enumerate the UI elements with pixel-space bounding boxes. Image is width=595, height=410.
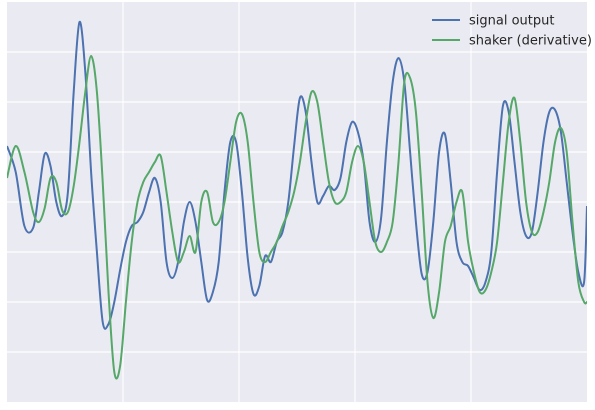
legend-label-0: signal output: [469, 14, 554, 29]
series-line-signal-output: [7, 20, 587, 330]
series-line-shaker-derivative: [7, 55, 587, 380]
series-lines: [7, 20, 587, 380]
legend: signal output shaker (derivative): [432, 14, 592, 49]
legend-label-1: shaker (derivative): [469, 34, 592, 49]
